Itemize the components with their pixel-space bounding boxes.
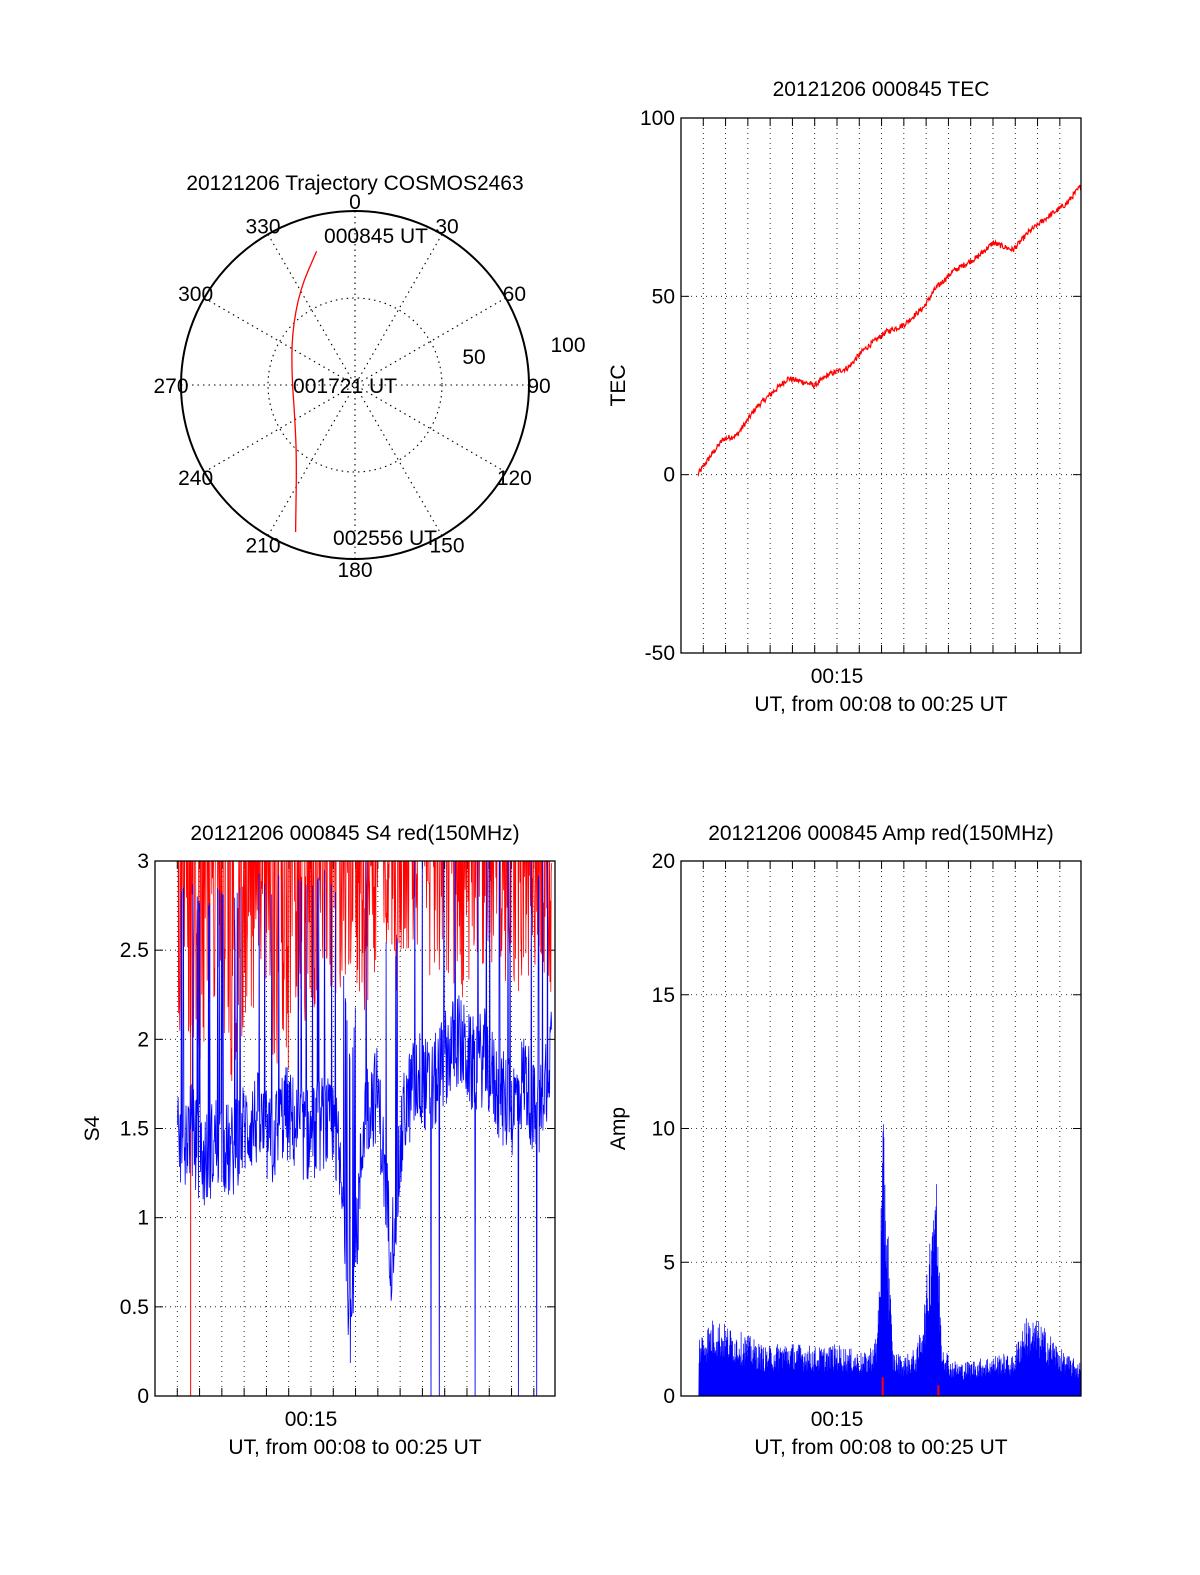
amp-x-axis-label: UT, from 00:08 to 00:25 UT — [754, 1436, 1007, 1459]
azimuth-label: 90 — [527, 375, 550, 398]
tec-y-tick-label: 50 — [652, 285, 675, 308]
amp-y-tick-label: 0 — [663, 1385, 675, 1408]
tec-y-tick-labels: -50 0 50 100 — [640, 107, 675, 665]
s4-y-tick-label: 3 — [137, 850, 149, 873]
s4-x-axis-label: UT, from 00:08 to 00:25 UT — [228, 1436, 481, 1459]
trajectory-line — [291, 250, 318, 533]
amp-series — [698, 1124, 1081, 1396]
tec-plot-frame — [680, 117, 1082, 654]
azimuth-label: 30 — [435, 216, 458, 239]
elevation-ring-50 — [267, 297, 443, 473]
tec-y-axis-label: TEC — [607, 365, 630, 407]
azimuth-label: 120 — [497, 467, 532, 490]
azimuth-label: 240 — [178, 467, 213, 490]
amp-y-tick-labels: 0 5 10 15 20 — [652, 850, 675, 1408]
s4-y-axis-label: S4 — [81, 1115, 104, 1141]
s4-series — [176, 861, 553, 1396]
amp-series-1 — [698, 1124, 1081, 1396]
amp-title: 20121206 000845 Amp red(150MHz) — [708, 822, 1054, 845]
amp-plot-frame — [680, 860, 1082, 1397]
s4-x-tick-label: 00:15 — [285, 1408, 338, 1431]
s4-plot-frame — [154, 860, 556, 1397]
azimuth-label: 150 — [429, 534, 464, 557]
s4-y-tick-labels: 0 0.5 1 1.5 2 2.5 3 — [120, 850, 149, 1408]
elevation-ring-label-100: 100 — [550, 334, 585, 357]
s4-y-tick-label: 2 — [137, 1028, 149, 1051]
tec-title: 20121206 000845 TEC — [773, 78, 990, 101]
trajectory-mid-label: 001721 UT — [293, 375, 397, 398]
azimuth-labels: 0 30 60 90 120 150 180 210 240 270 300 330 — [153, 191, 550, 582]
tec-y-tick-label: -50 — [645, 642, 675, 665]
polar-outer-ring — [180, 210, 530, 560]
azimuth-label: 180 — [337, 559, 372, 582]
polar-title: 20121206 Trajectory COSMOS2463 — [186, 172, 523, 195]
polar-grid — [181, 211, 529, 559]
trajectory-polar-plot: 20121206 Trajectory COSMOS2463 0 30 60 90 12… — [153, 172, 585, 582]
tec-series — [697, 184, 1081, 477]
amp-x-tick-label: 00:15 — [811, 1408, 864, 1431]
azimuth-label: 210 — [245, 534, 280, 557]
s4-plot: 20121206 000845 S4 red(150MHz) 0 0.5 1 1.5 2… — [81, 822, 556, 1459]
trajectory-start-label: 000845 UT — [324, 225, 428, 248]
amp-y-tick-label: 5 — [663, 1251, 675, 1274]
tec-x-axis-label: UT, from 00:08 to 00:25 UT — [754, 693, 1007, 716]
tec-series-1 — [697, 184, 1081, 477]
azimuth-label: 60 — [503, 283, 526, 306]
s4-y-tick-label: 1 — [137, 1207, 149, 1230]
s4-y-tick-label: 1.5 — [120, 1118, 149, 1141]
tec-plot: 20121206 000845 TEC -50 0 50 100 00:15 UT, … — [607, 78, 1082, 716]
amp-y-axis-label: Amp — [607, 1107, 630, 1150]
amp-y-tick-label: 15 — [652, 984, 675, 1007]
trajectory-end-label: 002556 UT — [333, 527, 437, 550]
azimuth-label: 0 — [349, 191, 361, 214]
s4-y-tick-label: 2.5 — [120, 939, 149, 962]
s4-title: 20121206 000845 S4 red(150MHz) — [190, 822, 519, 845]
amp-plot: 20121206 000845 Amp red(150MHz) 0 5 10 15 20… — [607, 822, 1082, 1459]
s4-series-2 — [176, 861, 553, 1396]
tec-y-tick-label: 100 — [640, 107, 675, 130]
tec-x-tick-label: 00:15 — [811, 665, 864, 688]
azimuth-label: 300 — [178, 283, 213, 306]
s4-y-tick-label: 0.5 — [120, 1296, 149, 1319]
s4-y-tick-label: 0 — [137, 1385, 149, 1408]
tec-grid — [681, 117, 1081, 654]
azimuth-label: 330 — [245, 216, 280, 239]
amp-y-tick-label: 20 — [652, 850, 675, 873]
azimuth-label: 270 — [153, 375, 188, 398]
amp-y-tick-label: 10 — [652, 1118, 675, 1141]
tec-y-tick-label: 0 — [663, 464, 675, 487]
elevation-ring-label-50: 50 — [462, 346, 485, 369]
